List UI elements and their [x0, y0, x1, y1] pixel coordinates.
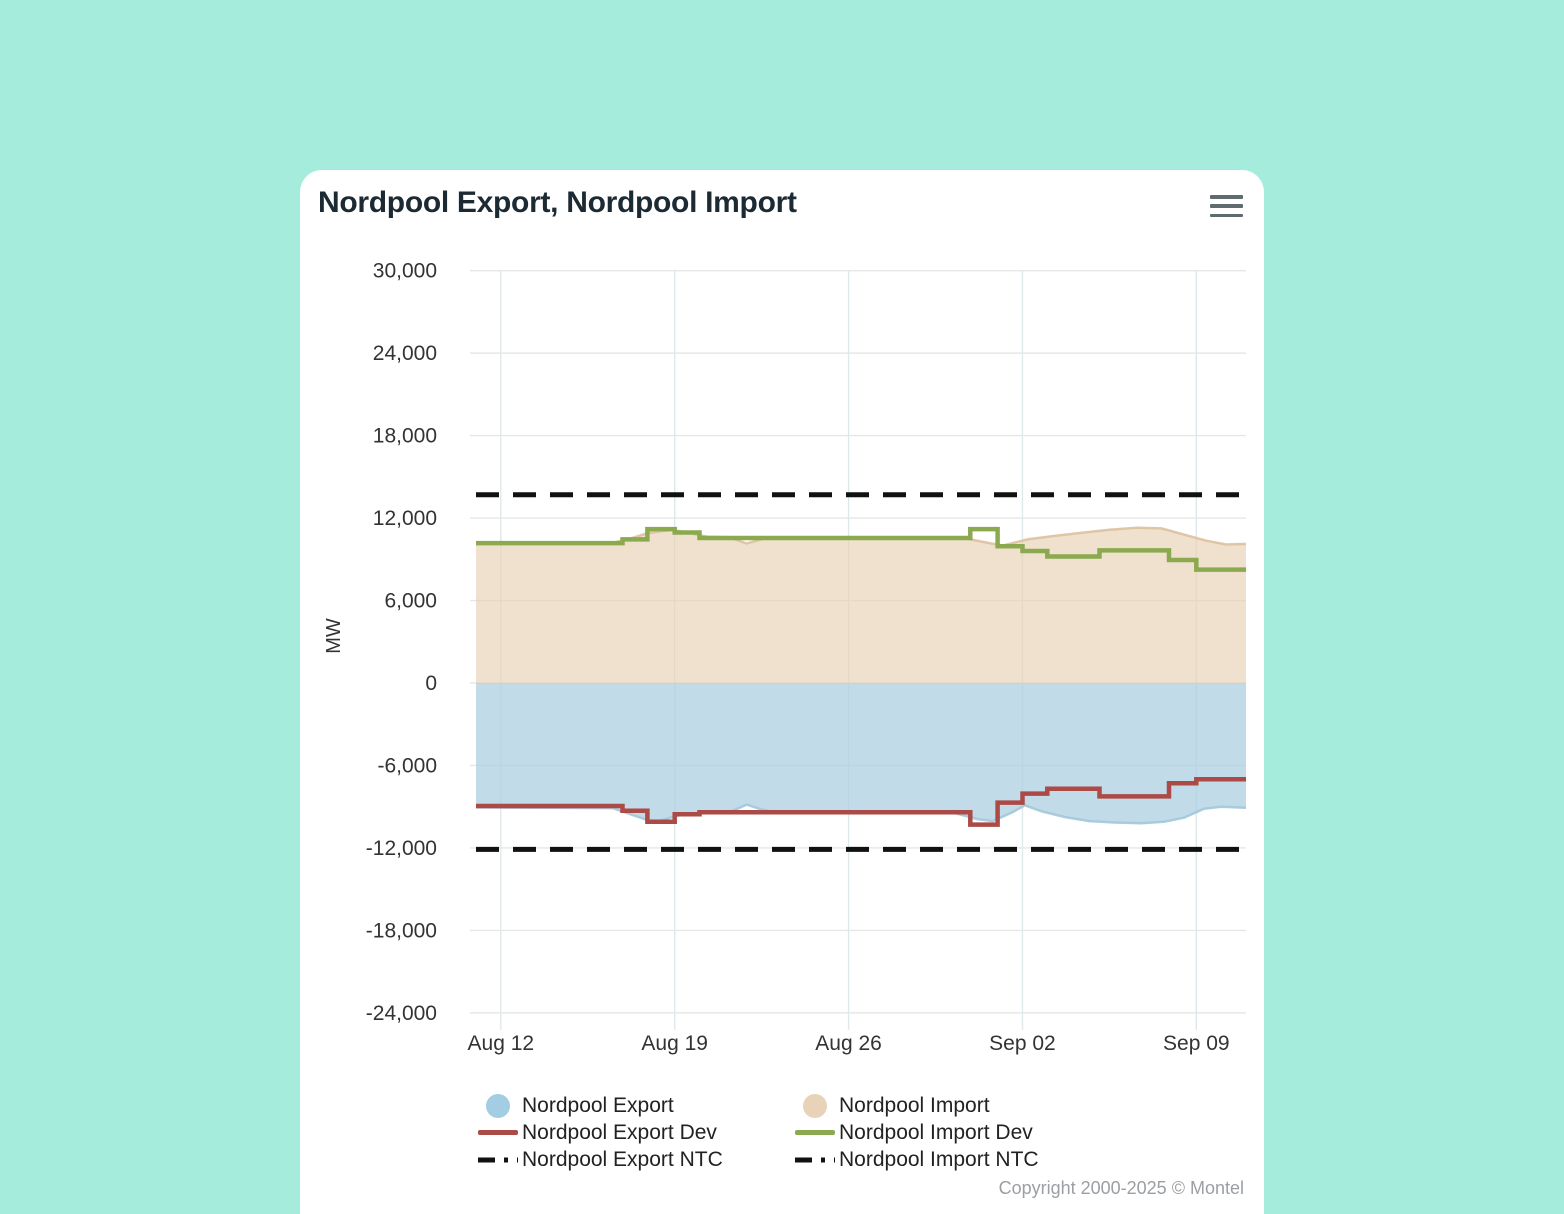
y-tick-label: -6,000: [377, 754, 437, 777]
legend-label: Nordpool Export NTC: [522, 1147, 723, 1171]
legend-dash-marker-icon: [478, 1157, 522, 1163]
chart-card: Nordpool Export, Nordpool Import 30,000 2…: [300, 170, 1264, 1214]
series-area-nordpool-import: [476, 527, 1246, 683]
legend-item-nordpool-export-ntc[interactable]: Nordpool Export NTC: [478, 1146, 723, 1173]
legend-line-marker-icon: [795, 1130, 839, 1135]
y-tick-label: 30,000: [373, 260, 437, 283]
y-tick-label: -12,000: [366, 837, 437, 860]
legend-column: Nordpool Export Nordpool Export Dev Nordpo…: [478, 1092, 723, 1173]
legend-label: Nordpool Export: [522, 1093, 674, 1117]
legend-item-nordpool-export-dev[interactable]: Nordpool Export Dev: [478, 1119, 723, 1146]
y-tick-label: 18,000: [373, 425, 437, 448]
legend-item-nordpool-import-ntc[interactable]: Nordpool Import NTC: [795, 1146, 1039, 1173]
legend-line-marker-icon: [478, 1130, 522, 1135]
y-axis-title: MW: [323, 618, 345, 654]
legend-item-nordpool-import[interactable]: Nordpool Import: [795, 1092, 1039, 1119]
legend-circle-marker-icon: [478, 1093, 522, 1118]
series-dev-nordpool-export-dev: [476, 776, 1246, 827]
x-tick-label: Aug 19: [641, 1032, 708, 1055]
y-tick-label: 0: [425, 672, 437, 695]
legend-item-nordpool-import-dev[interactable]: Nordpool Import Dev: [795, 1119, 1039, 1146]
chart-title: Nordpool Export, Nordpool Import: [318, 186, 797, 219]
legend-dash-marker-icon: [795, 1157, 839, 1163]
chart-axis-labels: 30,000 24,000 18,000 12,000 6,000 0 -6,000 -12,…: [323, 260, 1230, 1055]
y-tick-label: 12,000: [373, 507, 437, 530]
legend-circle-marker-icon: [795, 1093, 839, 1118]
x-tick-label: Sep 02: [989, 1032, 1056, 1055]
x-tick-label: Sep 09: [1163, 1032, 1230, 1055]
legend-item-nordpool-export[interactable]: Nordpool Export: [478, 1092, 723, 1119]
y-tick-label: -24,000: [366, 1002, 437, 1025]
legend-label: Nordpool Import NTC: [839, 1147, 1039, 1171]
hamburger-menu-icon[interactable]: [1210, 195, 1246, 217]
legend-label: Nordpool Import: [839, 1093, 990, 1117]
x-tick-label: Aug 26: [815, 1032, 882, 1055]
chart-plot-area: 30,000 24,000 18,000 12,000 6,000 0 -6,000 -12,…: [323, 260, 1247, 1055]
y-tick-label: -18,000: [366, 919, 437, 942]
y-tick-label: 24,000: [373, 342, 437, 365]
y-tick-label: 6,000: [384, 590, 437, 613]
copyright-text: Copyright 2000-2025 © Montel: [998, 1178, 1244, 1198]
legend-column: Nordpool Import Nordpool Import Dev Nordpo…: [795, 1092, 1039, 1173]
series-area-nordpool-export: [476, 683, 1246, 824]
legend-label: Nordpool Import Dev: [839, 1120, 1033, 1144]
hamburger-bar: [1210, 204, 1243, 208]
legend-label: Nordpool Export Dev: [522, 1120, 717, 1144]
hamburger-bar: [1210, 195, 1243, 199]
hamburger-bar: [1210, 213, 1243, 217]
series-dev-nordpool-import-dev: [476, 526, 1246, 572]
x-tick-label: Aug 12: [468, 1032, 535, 1055]
chart-series: [475, 492, 1247, 852]
